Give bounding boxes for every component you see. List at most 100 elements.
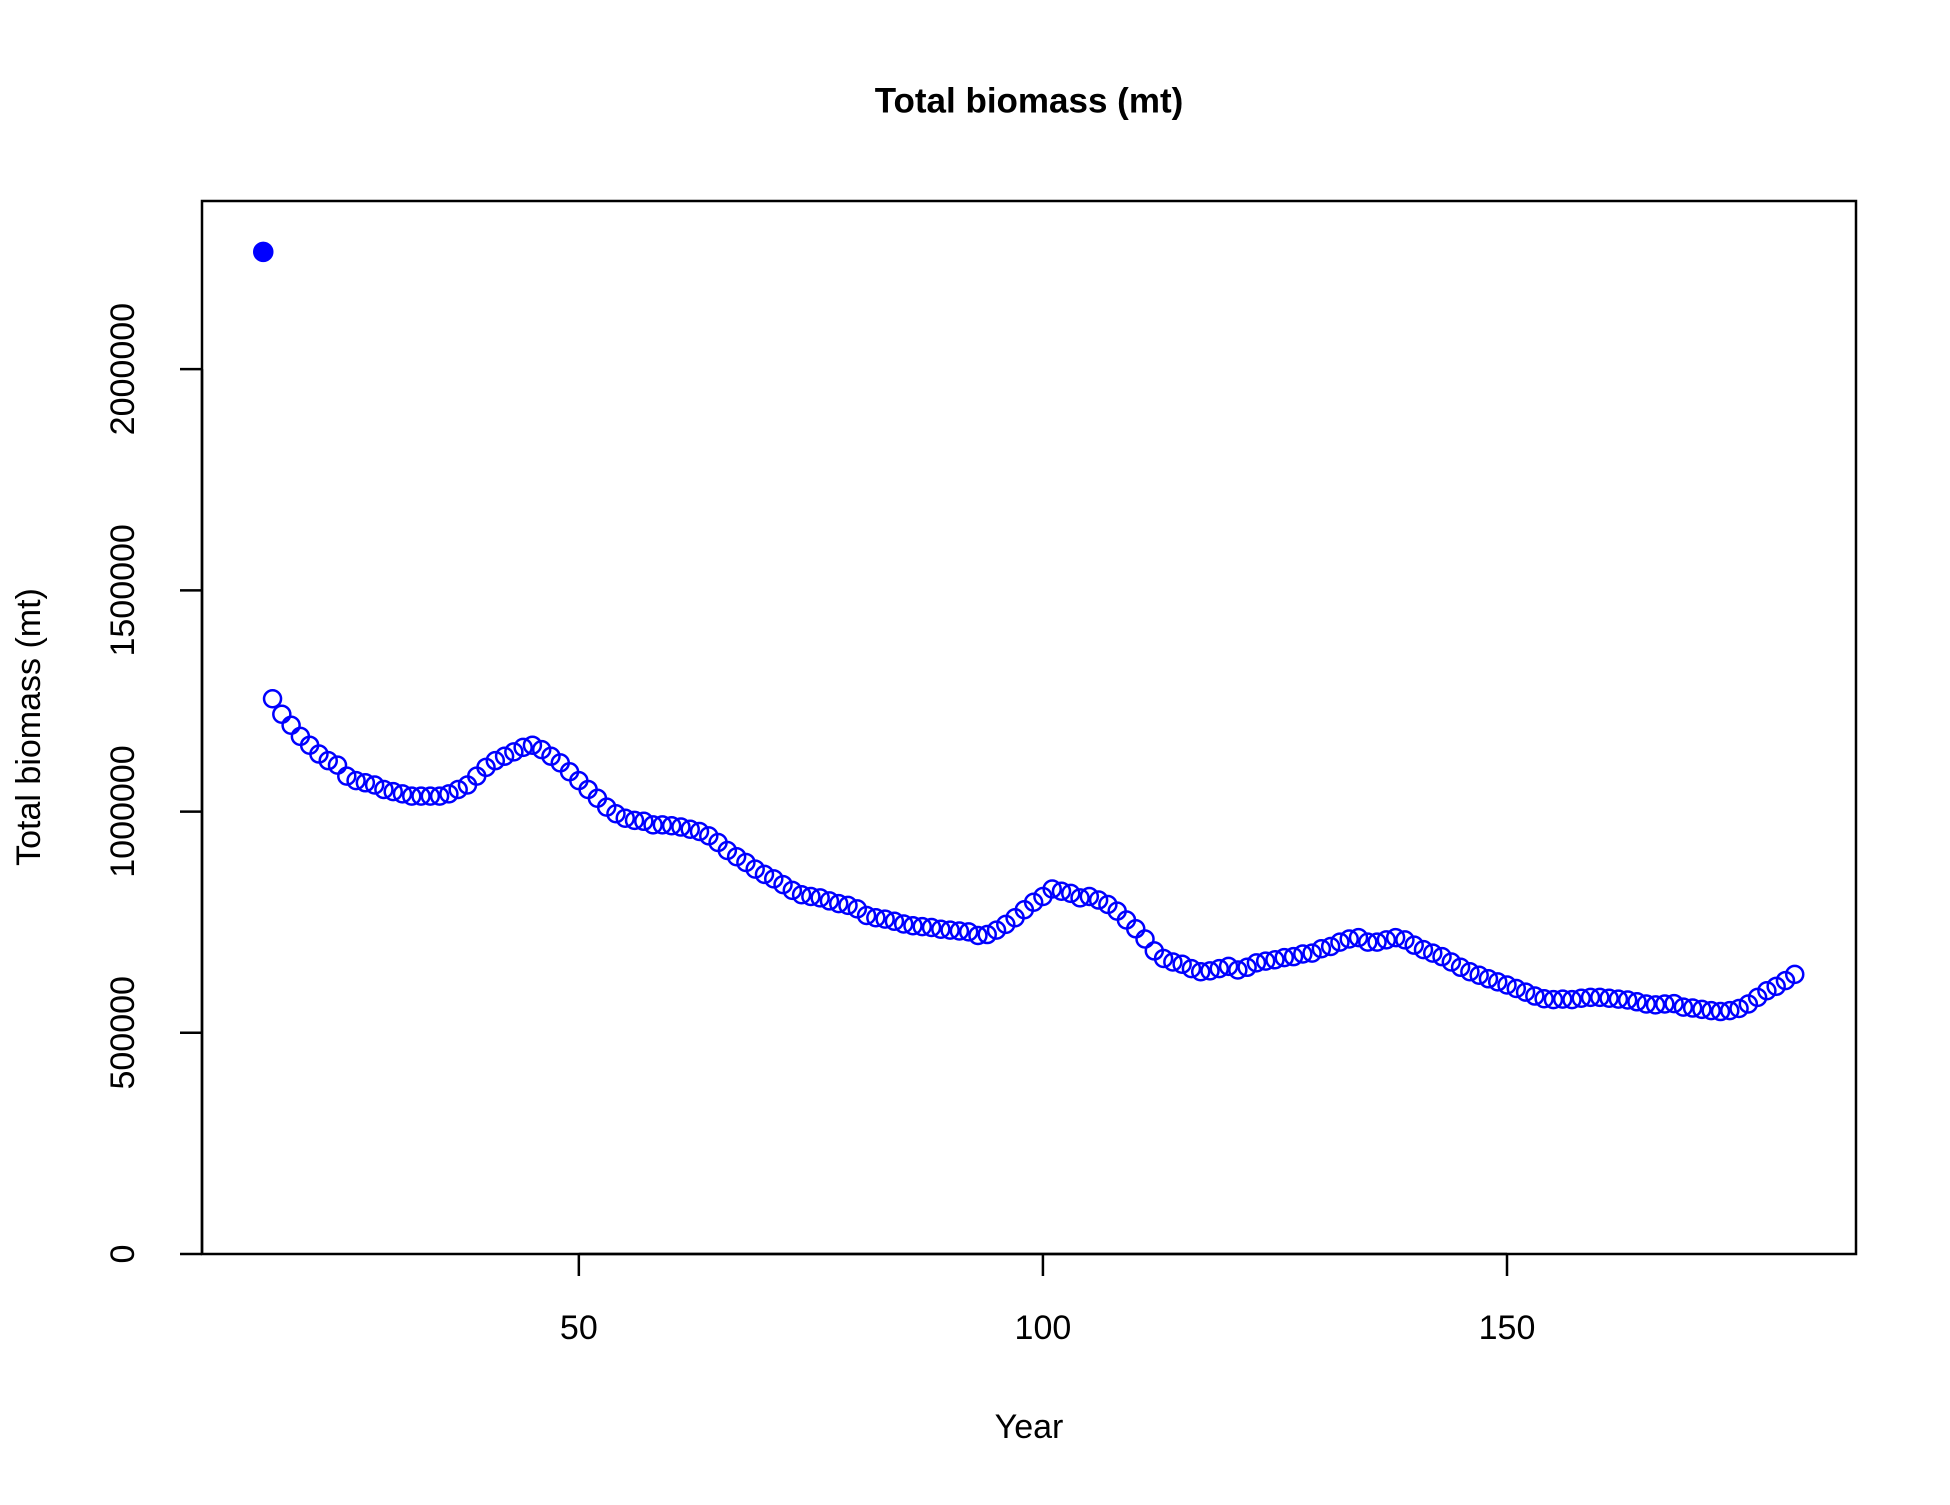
point <box>355 773 376 793</box>
point <box>1283 946 1304 967</box>
point <box>1599 988 1619 1009</box>
point <box>968 925 988 946</box>
point <box>680 819 700 840</box>
point <box>1153 948 1174 969</box>
point <box>1190 961 1211 982</box>
point <box>1608 989 1629 1009</box>
point <box>1367 932 1387 952</box>
point <box>689 821 710 842</box>
point <box>652 815 673 835</box>
point <box>1682 998 1703 1018</box>
point <box>856 905 877 926</box>
point <box>661 815 682 836</box>
point <box>903 915 923 936</box>
point <box>1255 951 1276 971</box>
point <box>866 907 886 928</box>
point <box>782 880 803 901</box>
x-axis-label: Year <box>995 1408 1064 1446</box>
point <box>1061 883 1081 904</box>
point <box>1692 999 1712 1020</box>
point <box>1246 953 1267 973</box>
point <box>819 891 840 911</box>
point <box>411 786 431 806</box>
point <box>1209 958 1230 979</box>
point <box>1784 964 1805 985</box>
point <box>1627 992 1647 1012</box>
y-tick-label: 500000 <box>104 976 142 1089</box>
point <box>420 786 441 806</box>
point <box>1200 961 1220 981</box>
point <box>828 893 849 914</box>
point <box>1450 957 1471 978</box>
point <box>912 916 933 937</box>
point <box>1645 995 1666 1015</box>
point <box>1720 1000 1740 1021</box>
point <box>1543 989 1564 1010</box>
point <box>1571 988 1592 1009</box>
point <box>1432 946 1452 967</box>
point <box>1385 927 1406 948</box>
point <box>1562 989 1582 1010</box>
point <box>494 746 515 767</box>
point <box>1302 943 1322 963</box>
y-tick-label: 2000000 <box>104 303 142 435</box>
point <box>1051 881 1072 901</box>
point <box>958 922 979 942</box>
point <box>1293 944 1313 964</box>
point <box>253 241 274 263</box>
point <box>810 888 830 908</box>
point <box>1274 947 1294 968</box>
point <box>977 924 997 945</box>
point <box>1339 929 1359 949</box>
point <box>1673 997 1694 1017</box>
point <box>262 688 283 709</box>
point <box>1413 939 1434 960</box>
point <box>1534 988 1554 1009</box>
point <box>1079 886 1100 907</box>
y-tick-label: 1500000 <box>104 524 142 656</box>
point <box>624 810 645 831</box>
point <box>374 779 394 800</box>
point <box>1088 890 1109 910</box>
point <box>1042 879 1062 899</box>
point <box>346 770 366 791</box>
point <box>392 784 413 804</box>
point <box>1478 969 1499 989</box>
point <box>1590 987 1610 1008</box>
point <box>643 815 663 835</box>
point <box>1729 998 1749 1019</box>
point <box>1655 994 1675 1014</box>
point <box>1135 929 1155 949</box>
point <box>875 909 895 929</box>
point <box>931 919 951 940</box>
point <box>337 766 357 786</box>
point <box>522 735 543 755</box>
point <box>1172 954 1192 974</box>
point <box>1320 936 1341 957</box>
point <box>1552 989 1573 1009</box>
point <box>1710 1001 1731 1022</box>
point <box>429 786 450 806</box>
x-tick-label: 150 <box>1479 1309 1536 1347</box>
point <box>745 859 765 879</box>
point <box>1580 987 1601 1008</box>
point <box>1469 965 1489 986</box>
y-tick-label: 0 <box>104 1245 142 1264</box>
point <box>838 895 858 916</box>
y-tick-label: 1000000 <box>104 745 142 877</box>
point <box>1460 961 1480 982</box>
point <box>1330 932 1350 952</box>
point <box>1506 978 1527 999</box>
point <box>1237 957 1257 978</box>
point <box>921 917 942 938</box>
point <box>1515 982 1536 1002</box>
point <box>1311 938 1332 959</box>
point <box>615 808 635 828</box>
point <box>1376 930 1397 950</box>
point <box>383 781 403 802</box>
x-tick-label: 50 <box>560 1309 598 1347</box>
point <box>893 914 914 934</box>
point <box>801 886 821 907</box>
